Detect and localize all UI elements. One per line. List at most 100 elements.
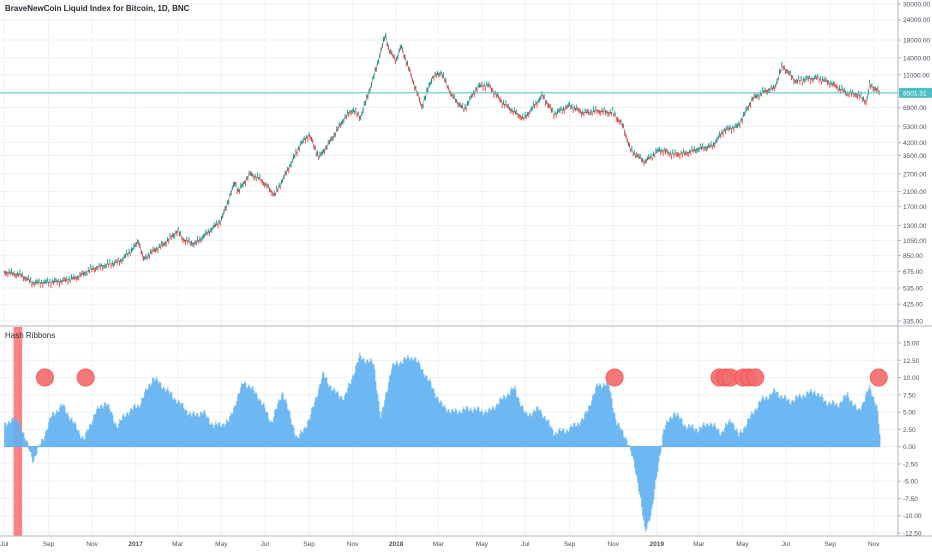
histogram-bar <box>121 420 123 447</box>
histogram-bar <box>122 415 124 447</box>
histogram-bar <box>430 381 432 447</box>
histogram-bar <box>706 423 708 447</box>
histogram-bar <box>831 403 833 447</box>
histogram-bar <box>840 400 842 447</box>
histogram-bar <box>236 401 238 447</box>
histogram-bar <box>173 399 175 447</box>
histogram-bar <box>855 404 857 447</box>
histogram-bar <box>17 423 19 447</box>
histogram-bar <box>16 418 18 447</box>
histogram-bar <box>656 446 658 477</box>
histogram-bar <box>113 421 115 447</box>
histogram-bar <box>89 424 91 447</box>
histogram-bar <box>383 406 385 447</box>
histogram-bar <box>861 405 863 447</box>
histogram-bar <box>91 424 93 447</box>
histogram-bar <box>530 414 532 447</box>
histogram-bar <box>806 391 808 447</box>
histogram-bar <box>664 429 666 447</box>
histogram-bar <box>374 369 376 447</box>
histogram-bar <box>221 427 223 447</box>
histogram-bar <box>35 446 37 456</box>
price-tick-label: 4200.00 <box>903 140 927 147</box>
histogram-bar <box>156 376 158 447</box>
histogram-bar <box>624 438 626 447</box>
histogram-bar <box>23 432 25 447</box>
histogram-bar <box>261 404 263 447</box>
histogram-bar <box>494 410 496 447</box>
histogram-bar <box>105 403 107 447</box>
histogram-bar <box>204 409 206 447</box>
histogram-bar <box>193 410 195 447</box>
histogram-bar <box>220 426 222 447</box>
histogram-bar <box>414 357 416 447</box>
histogram-bar <box>412 359 414 447</box>
histogram-bar <box>284 400 286 447</box>
histogram-bar <box>769 394 771 447</box>
histogram-bar <box>486 412 488 447</box>
histogram-bar <box>99 408 101 447</box>
histogram-bar <box>848 397 850 447</box>
histogram-bar <box>554 434 556 447</box>
histogram-bar <box>778 396 780 447</box>
histogram-bar <box>326 377 328 447</box>
histogram-bar <box>566 429 568 447</box>
histogram-bar <box>786 400 788 447</box>
histogram-bar <box>47 428 49 447</box>
histogram-bar <box>842 400 844 447</box>
histogram-bar <box>691 425 693 447</box>
histogram-bar <box>335 393 337 447</box>
histogram-bar <box>585 410 587 447</box>
histogram-bar <box>766 396 768 447</box>
histogram-bar <box>363 357 365 447</box>
histogram-bar <box>324 377 326 447</box>
histogram-bar <box>413 360 415 447</box>
histogram-bar <box>174 397 176 447</box>
histogram-bar <box>825 400 827 447</box>
histogram-bar <box>312 406 314 447</box>
histogram-bar <box>580 421 582 447</box>
histogram-bar <box>143 397 145 447</box>
histogram-bar <box>22 432 24 447</box>
histogram-bar <box>82 435 84 447</box>
histogram-bar <box>877 410 879 447</box>
histogram-bar <box>166 389 168 447</box>
histogram-bar <box>819 397 821 447</box>
histogram-bar <box>597 385 599 447</box>
buy-signal-marker <box>35 368 54 387</box>
histogram-bar <box>241 382 243 447</box>
price-series <box>3 32 881 288</box>
histogram-bar <box>421 369 423 447</box>
histogram-bar <box>830 404 832 447</box>
histogram-bar <box>168 390 170 447</box>
histogram-bar <box>572 426 574 447</box>
histogram-bar <box>851 400 853 447</box>
histogram-bar <box>525 412 527 447</box>
histogram-bar <box>598 385 600 447</box>
histogram-bar <box>550 427 552 447</box>
histogram-bar <box>682 424 684 447</box>
histogram-bar <box>465 409 467 447</box>
histogram-bar <box>472 412 474 447</box>
histogram-bar <box>423 373 425 447</box>
histogram-bar <box>283 398 285 447</box>
time-tick-label: May <box>215 541 228 548</box>
histogram-bar <box>799 393 801 447</box>
histogram-bar <box>152 377 154 447</box>
histogram-bar <box>655 446 657 481</box>
histogram-bar <box>638 446 640 492</box>
price-tick-label: 5300.00 <box>903 124 927 131</box>
histogram-bar <box>608 384 610 447</box>
histogram-bar <box>609 390 611 447</box>
histogram-bar <box>531 416 533 447</box>
histogram-bar <box>222 423 224 447</box>
histogram-bar <box>875 406 877 447</box>
histogram-bar <box>544 415 546 447</box>
histogram-bar <box>171 392 173 447</box>
histogram-bar <box>388 382 390 447</box>
histogram-bar <box>21 432 23 447</box>
histogram-bar <box>606 382 608 447</box>
histogram-bar <box>644 446 646 528</box>
histogram-bar <box>28 446 30 450</box>
histogram-bar <box>511 387 513 447</box>
